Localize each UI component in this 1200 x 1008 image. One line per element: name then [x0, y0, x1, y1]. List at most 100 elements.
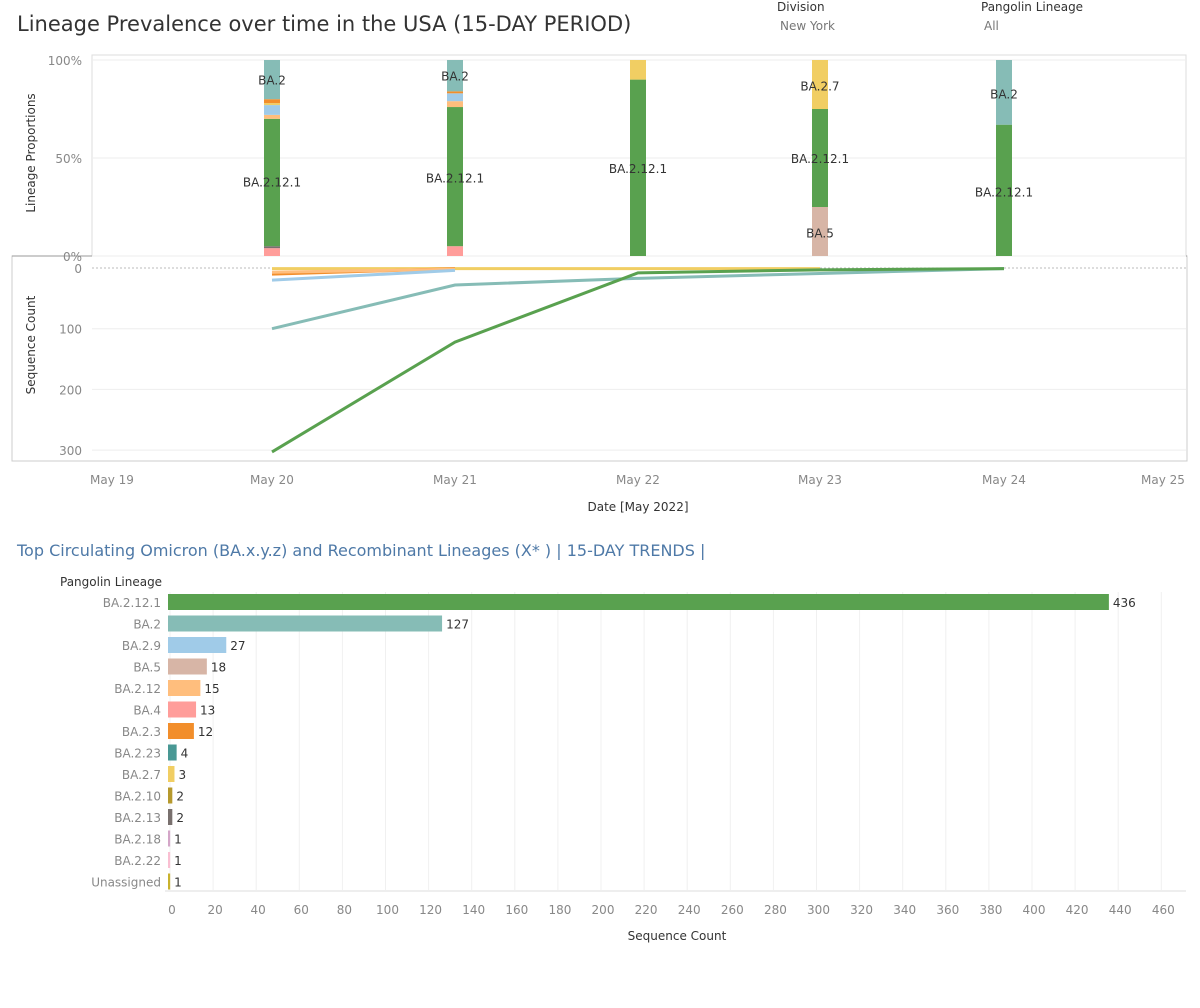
x-tick-label: 420: [1066, 903, 1089, 917]
x-tick-label: May 21: [433, 473, 477, 487]
x-tick-label: May 24: [982, 473, 1026, 487]
division-filter-value[interactable]: New York: [780, 19, 835, 33]
bar-BA.2.22: [168, 852, 171, 868]
segment-label: BA.2.7: [800, 79, 839, 93]
category-label: BA.2.12: [114, 682, 161, 696]
x-tick-label: 280: [764, 903, 787, 917]
value-label: 3: [178, 768, 186, 782]
stack-segment-BA.4: [264, 248, 280, 256]
bar-BA.2.7: [168, 766, 175, 782]
page-title: Lineage Prevalence over time in the USA …: [17, 12, 632, 36]
stack-segment-BA.2.12.1: [447, 107, 463, 247]
segment-label: BA.2.12.1: [609, 162, 667, 176]
x-tick-label: 340: [893, 903, 916, 917]
x-tick-label: 320: [850, 903, 873, 917]
segment-label: BA.2.12.1: [791, 152, 849, 166]
category-label: BA.2.3: [122, 725, 161, 739]
stack-segment-BA.2: [447, 60, 463, 92]
x-tick-label: 360: [936, 903, 959, 917]
category-label: BA.2.18: [114, 833, 161, 847]
bottom-chart-title: Top Circulating Omicron (BA.x.y.z) and R…: [17, 541, 706, 560]
bar-BA.2.9: [168, 637, 227, 653]
x-tick-label: 380: [979, 903, 1002, 917]
row-header: Pangolin Lineage: [60, 575, 162, 589]
value-label: 127: [446, 618, 469, 632]
category-label: BA.2.9: [122, 639, 161, 653]
x-tick-label: 260: [721, 903, 744, 917]
bar-BA.2.13: [168, 809, 173, 825]
x-tick-label: 100: [376, 903, 399, 917]
value-label: 4: [181, 747, 189, 761]
value-label: 1: [174, 854, 182, 868]
x-tick-label: 180: [548, 903, 571, 917]
stack-segment-BA.2.12.1: [264, 118, 280, 247]
value-label: 1: [174, 833, 182, 847]
category-label: BA.2.12.1: [103, 596, 161, 610]
series-line-BA.2.12: [271, 267, 456, 274]
series-line-BA.2.9: [271, 268, 456, 282]
series-line-BA.2.12.1: [271, 267, 1005, 454]
x-tick-label: 400: [1023, 903, 1046, 917]
stack-segment-BA.2.9: [264, 105, 280, 115]
bar-BA.2.12: [168, 680, 201, 696]
bar-BA.2: [168, 615, 443, 632]
bar-BA.5: [168, 658, 207, 675]
x-tick-label: 0: [168, 903, 176, 917]
y-tick-label: 50%: [55, 152, 82, 166]
x-tick-label: 220: [635, 903, 658, 917]
stack-segment-BA.4: [447, 246, 463, 256]
bar-BA.2.12.1: [168, 594, 1109, 610]
stack-segment-BA.2.7: [630, 60, 646, 80]
x-tick-label: May 22: [616, 473, 660, 487]
stack-segment-BA.2: [996, 60, 1012, 125]
x-axis-label: Sequence Count: [628, 929, 727, 943]
value-label: 12: [198, 725, 213, 739]
x-tick-label: 440: [1109, 903, 1132, 917]
value-label: 15: [204, 682, 219, 696]
stack-segment-BA.2.7: [264, 103, 280, 106]
bar-BA.2.18: [168, 830, 171, 847]
x-tick-label: 80: [337, 903, 352, 917]
stack-segment-BA.2.7: [812, 60, 828, 109]
y-tick-label: 0: [74, 262, 82, 276]
bar-BA.2.10: [168, 787, 173, 804]
lineage-filter-label: Pangolin Lineage: [981, 0, 1084, 14]
y-tick-label: 300: [59, 444, 82, 458]
y-tick-label: 100: [59, 323, 82, 337]
stack-segment-BA.2.12.1: [630, 79, 646, 256]
x-axis-label: Date [May 2022]: [587, 500, 688, 514]
segment-label: BA.2.12.1: [243, 176, 301, 190]
segment-label: BA.5: [806, 226, 834, 240]
value-label: 18: [211, 661, 226, 675]
y-tick-label: 100%: [48, 54, 82, 68]
x-tick-label: 460: [1152, 903, 1175, 917]
stack-segment-BA.2.3: [447, 91, 463, 94]
stack-segment-BA.2.12.1: [996, 124, 1012, 257]
segment-label: BA.2.12.1: [426, 172, 484, 186]
category-label: BA.2.10: [114, 790, 161, 804]
segment-label: BA.2: [990, 87, 1018, 101]
y-axis-label: Sequence Count: [24, 295, 38, 394]
category-label: BA.4: [133, 704, 161, 718]
x-tick-label: 140: [462, 903, 485, 917]
top-lineages-chart: Pangolin Lineage 0 20 40 60 80 100 120 140 160 180…: [60, 575, 1186, 943]
category-label: BA.5: [133, 661, 161, 675]
segment-label: BA.2.12.1: [975, 185, 1033, 199]
stack-segment-BA.2.3: [264, 99, 280, 104]
x-tick-label: May 25: [1141, 473, 1185, 487]
bar-Unassigned: [168, 873, 171, 890]
x-tick-label: May 19: [90, 473, 134, 487]
category-label: Unassigned: [91, 876, 161, 890]
lineage-filter-value[interactable]: All: [984, 19, 999, 33]
series-line-BA.2: [271, 267, 1005, 331]
value-label: 2: [176, 790, 184, 804]
x-tick-label: 300: [807, 903, 830, 917]
stack-segment-BA.2.9: [447, 93, 463, 102]
y-tick-label: 0%: [63, 250, 82, 264]
category-label: BA.2.7: [122, 768, 161, 782]
prevalence-charts: 100% 50% 0% Lineage Proportions BA.2.12.1 BA.…: [11, 54, 1188, 514]
category-label: BA.2.13: [114, 811, 161, 825]
segment-label: BA.2: [258, 74, 286, 88]
category-label: BA.2.23: [114, 747, 161, 761]
